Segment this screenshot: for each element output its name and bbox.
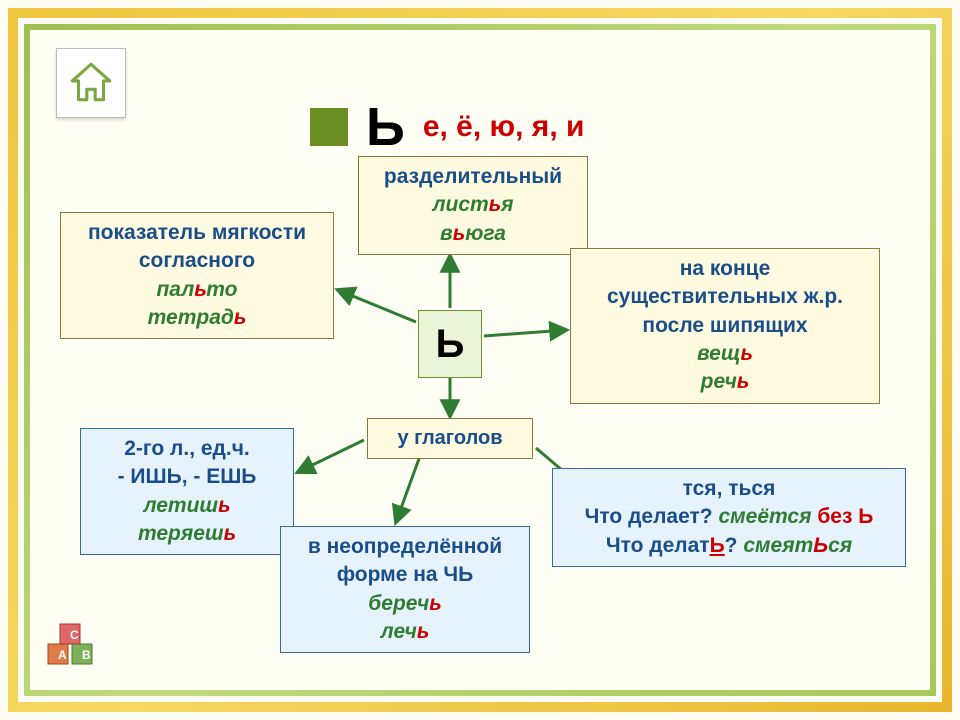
title-row: Ь е, ё, ю, я, и [310, 100, 584, 154]
home-icon [66, 58, 116, 108]
svg-text:A: A [58, 648, 67, 662]
home-button[interactable] [56, 48, 126, 118]
box-verb-infinitive: в неопределённой форме на ЧЬ беречь лечь [280, 526, 530, 653]
cubes-decoration: A B C [44, 610, 104, 670]
box-fem-nouns: на конце существительных ж.р. после шипя… [570, 248, 880, 404]
box-top-line1: разделительный [369, 163, 577, 191]
diagram-canvas: Ь е, ё, ю, я, и Ь у глаголов разделитель… [0, 0, 960, 720]
box-softness: показатель мягкости согласного пальто те… [60, 212, 334, 339]
box-verb-tsya: тся, ться Что делает? смеётся без Ь Что … [552, 468, 906, 567]
hub-soft-sign: Ь [418, 310, 482, 378]
box-separating: разделительный листья вьюга [358, 156, 588, 255]
title-square [310, 108, 348, 146]
title-soft-sign: Ь [366, 100, 405, 154]
sub-hub-verbs: у глаголов [367, 418, 533, 459]
title-vowels: е, ё, ю, я, и [423, 110, 585, 144]
box-verb-2nd-person: 2-го л., ед.ч. - ИШЬ, - ЕШЬ летишь теряе… [80, 428, 294, 555]
svg-text:C: C [70, 628, 79, 642]
sub-hub-text: у глаголов [397, 425, 502, 452]
hub-text: Ь [436, 317, 465, 371]
svg-text:B: B [82, 648, 91, 662]
